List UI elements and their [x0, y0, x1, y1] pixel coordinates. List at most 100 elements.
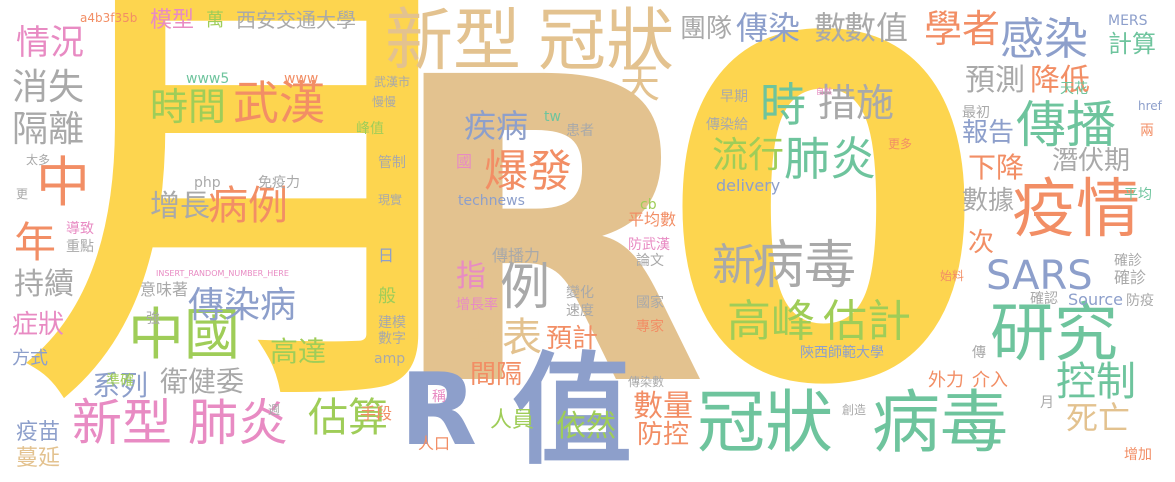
word-guanzhuang-top: 冠狀	[538, 2, 675, 81]
word-cheng: 稱	[432, 389, 446, 405]
word-guojia: 國家	[636, 295, 664, 311]
word-feiyan-mid: 肺炎	[784, 132, 876, 186]
word-fangkong: 防控	[637, 420, 690, 450]
word-chuan: 傳	[972, 345, 986, 361]
word-manyan: 蔓延	[16, 446, 61, 471]
word-xilie: 系列	[92, 369, 149, 402]
word-chuanranbing: 傳染病	[188, 285, 297, 326]
word-guanzhuang-bottom: 冠狀	[697, 384, 834, 463]
word-geng: 更	[16, 187, 29, 201]
word-tianhua: 天花	[1060, 81, 1088, 97]
word-moxing: 模型	[150, 8, 195, 33]
word-yiweizhe: 意味著	[140, 280, 189, 299]
word-mianyili: 免疫力	[258, 175, 300, 191]
word-pingjun: 平均	[1124, 187, 1152, 203]
word-www5: www5	[186, 71, 230, 87]
word-jieru: 介入	[972, 370, 1008, 391]
word-technews: technews	[458, 193, 525, 209]
word-shiliao: 始料	[940, 269, 965, 283]
word-ganran: 感染	[1000, 14, 1088, 65]
word-xiaoshi: 消失	[12, 67, 85, 108]
word-shijian: 時間	[150, 85, 227, 129]
word-mers: MERS	[1108, 13, 1148, 29]
word-wan: 萬	[206, 10, 224, 31]
word-sudu: 速度	[566, 303, 594, 319]
word-zhengzhuang: 症狀	[12, 310, 65, 340]
word-shu: 數	[814, 9, 847, 47]
word-delivery: delivery	[716, 176, 781, 195]
word-www: www	[284, 71, 319, 87]
word-yimiao: 疫苗	[16, 420, 61, 445]
word-yue: 月	[25, 0, 495, 460]
word-cuoshi: 措施	[818, 81, 895, 125]
word-yanjiu: 研究	[990, 297, 1118, 371]
word-lunwen: 論文	[636, 253, 664, 269]
word-bingli: 病例	[208, 183, 288, 229]
word-shi: 時	[760, 78, 806, 132]
word-jiange: 間隔	[470, 360, 523, 390]
word-zengzhanglv: 增長率	[456, 297, 498, 313]
word-xuezhe: 學者	[924, 7, 1001, 51]
word-jiangdi: 降低	[1030, 63, 1090, 98]
word-bingdu-bottom: 病毒	[872, 384, 1009, 463]
word-guanzhi: 管制	[378, 155, 406, 171]
word-pingjunshu: 平均數	[628, 210, 677, 229]
word-zhou: 週	[268, 403, 281, 417]
word-zhongdian: 重點	[66, 239, 94, 255]
word-gusuan: 估算	[308, 395, 388, 441]
word-fangshi: 方式	[12, 348, 48, 369]
word-yuji: 預計	[546, 324, 599, 354]
word-li: 例	[500, 258, 550, 316]
word-fangyi: 防疫	[1126, 293, 1154, 309]
word-ziran: 自然	[816, 87, 832, 96]
word-xin: 新	[712, 240, 756, 291]
word-amp: amp	[374, 351, 406, 367]
word-tw: tw	[544, 109, 561, 125]
word-zhi-pink: 指	[456, 259, 486, 294]
word-zuichu: 最初	[962, 105, 990, 121]
word-gengduo: 更多	[888, 137, 913, 151]
word-zhunque: 準確	[106, 373, 134, 389]
word-liuxing: 流行	[712, 135, 785, 176]
word-tuandui: 團隊	[680, 14, 733, 44]
word-shuzi: 數字	[378, 331, 406, 347]
word-ci: 次	[968, 228, 995, 258]
word-baofa: 爆發	[484, 146, 572, 197]
word-zengjia: 增加	[1124, 447, 1152, 463]
word-xinxing-top: 新型	[385, 2, 522, 81]
word-baogao: 報告	[962, 118, 1015, 148]
word-shaanxi-normal: 陝西師範大學	[800, 345, 884, 361]
word-wuhan: 武漢	[233, 76, 325, 130]
word-yiran: 依然	[556, 409, 616, 444]
word-chuanrangei: 傳染給	[706, 117, 748, 133]
word-manman: 慢慢	[372, 95, 397, 109]
word-zhuanjia: 專家	[636, 319, 664, 335]
word-shuzhi: 數值	[844, 9, 909, 47]
word-zero: 0	[660, 0, 988, 482]
word-chuanboli: 傳播力	[492, 246, 541, 265]
word-xianshi: 現實	[378, 193, 403, 207]
word-kongzhi: 控制	[1056, 359, 1136, 405]
word-feiyan-bottom: 肺炎	[188, 394, 288, 452]
word-qianfuqi: 潛伏期	[1052, 146, 1131, 176]
word-yue-small: 月	[1040, 395, 1054, 411]
word-quezhen-right: 確診	[1114, 268, 1147, 287]
word-fengzhi: 峰值	[356, 121, 384, 137]
word-guji: 估計	[823, 296, 911, 347]
word-renyuan: 人員	[490, 408, 535, 433]
word-chuangzao: 創造	[842, 403, 867, 417]
word-jibing: 疾病	[464, 107, 529, 145]
word-wuhanshi: 武漢市	[374, 75, 411, 89]
word-yiqing: 疫情	[1012, 173, 1140, 247]
word-chuanran: 傳染	[736, 9, 801, 47]
word-chuanranshu: 傳染數	[628, 375, 665, 389]
word-geli: 隔離	[12, 109, 85, 150]
word-gaofeng: 高峰	[727, 296, 815, 347]
word-hash: a4b3f35b	[80, 11, 138, 25]
word-xian-jiaotong: 西安交通大學	[236, 8, 356, 32]
word-qingkuang: 情況	[16, 23, 84, 63]
word-chixu: 持續	[14, 267, 74, 302]
word-siwang: 死亡	[1066, 399, 1131, 437]
word-zhi: 值	[512, 342, 632, 481]
